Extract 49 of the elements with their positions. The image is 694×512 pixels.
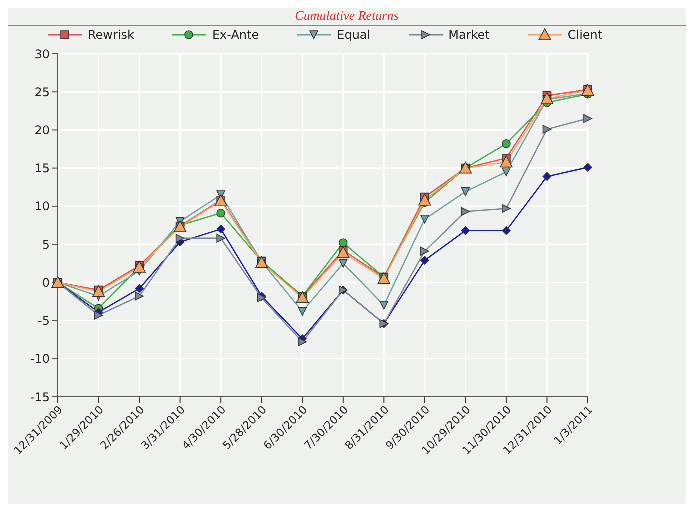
point [502,226,511,236]
point [584,114,592,124]
y-tick-label: 10 [34,200,50,214]
point [502,140,511,148]
point [540,92,554,104]
legend-label: Client [568,28,603,42]
point [461,207,470,216]
point [176,234,185,243]
point [500,156,513,168]
y-tick-label: 30 [34,47,50,62]
point [420,256,430,265]
point [502,204,511,214]
y-tick-label: 5 [42,238,50,252]
chart-title: Cumulative Returns [8,8,686,26]
legend-label: Rewrisk [88,28,134,42]
point [461,226,470,236]
point [296,292,310,304]
point [336,246,350,258]
point [298,338,308,347]
point [584,163,592,172]
y-tick-label: 15 [34,162,50,176]
point [298,307,308,316]
point [542,125,552,134]
point [542,172,552,182]
point [461,188,470,196]
y-tick-label: -15 [30,390,50,404]
point [216,234,226,243]
point [135,284,144,294]
y-tick-label: 25 [34,85,50,100]
point [338,259,348,268]
point [418,194,432,206]
point [92,285,106,298]
y-tick-label: 0 [42,276,50,290]
point [420,247,430,256]
point [380,301,389,310]
point [216,224,226,234]
y-tick-label: -5 [38,314,50,328]
legend-label: Ex-Ante [212,28,260,42]
y-tick-label: -10 [30,352,50,366]
y-tick-label: 20 [34,123,50,138]
point [420,215,430,224]
point [338,238,348,248]
legend-label: Market [448,28,490,42]
point [216,208,226,218]
point [94,311,104,320]
legend-label: Equal [337,28,371,42]
point [135,292,144,301]
point [502,168,511,177]
point [378,272,391,284]
